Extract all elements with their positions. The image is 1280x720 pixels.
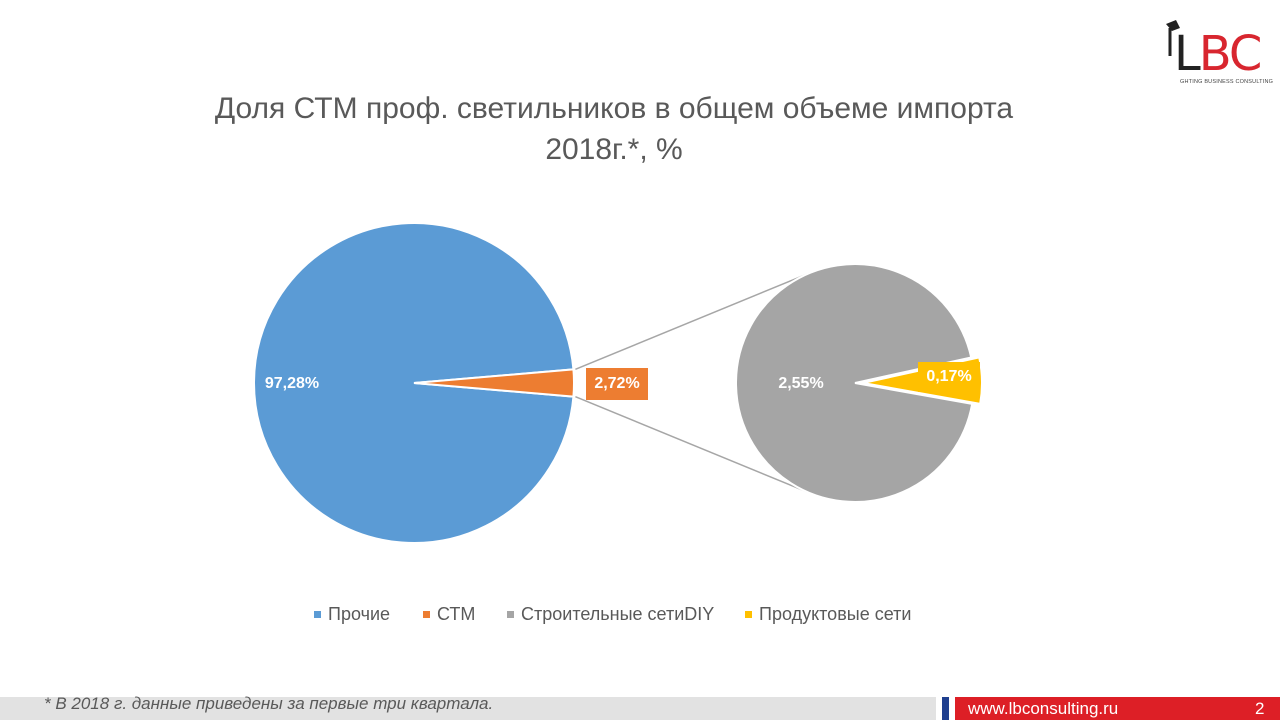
- label-prochie: 97,28%: [265, 375, 319, 392]
- website-link[interactable]: www.lbconsulting.ru: [968, 699, 1119, 718]
- logo-tagline: GHTING BUSINESS CONSULTING: [1180, 79, 1274, 85]
- connector-line-top: [575, 271, 813, 371]
- label-produktovye-seti: 0,17%: [926, 368, 971, 385]
- logo-letter-l: L: [1174, 26, 1201, 82]
- label-box-produktovye-seti: [918, 362, 980, 392]
- page-number: 2: [1255, 699, 1265, 718]
- label-box-stm: [586, 368, 648, 400]
- legend-label-2: Строительные сетиDIY: [521, 604, 714, 624]
- pie-of-pie-chart: 97,28% 2,72% 2,55% 0,17% Прочие СТМ Строительн…: [253, 222, 983, 624]
- flag-stripe-white: [936, 697, 942, 720]
- chart-title: Доля СТМ проф. светильников в общем объе…: [160, 88, 1068, 170]
- footnote: * В 2018 г. данные приведены за первые т…: [44, 694, 494, 713]
- legend-marker-1: [423, 611, 430, 618]
- logo-letters: LBC: [1174, 30, 1262, 78]
- chart-title-line-1: Доля СТМ проф. светильников в общем объе…: [214, 92, 1014, 125]
- flag-stripe-white-2: [949, 697, 955, 720]
- legend-marker-3: [745, 611, 752, 618]
- url-bar: [955, 697, 1280, 720]
- slice-prochie: [253, 222, 575, 544]
- legend-marker-2: [507, 611, 514, 618]
- slice-stroitelnye-seti-diy: [735, 263, 974, 503]
- legend-label-1: СТМ: [437, 604, 475, 624]
- slice-stm: [413, 368, 575, 398]
- legend-label-3: Продуктовые сети: [759, 604, 911, 624]
- legend-label-0: Прочие: [328, 604, 390, 624]
- lbc-logo: LBC GHTING BUSINESS CONSULTING: [1158, 18, 1273, 90]
- flag-stripe-blue: [942, 697, 949, 720]
- label-stroitelnye-seti-diy: 2,55%: [778, 375, 823, 392]
- chart-title-line-2: 2018г.*, %: [545, 133, 683, 166]
- legend-marker-0: [314, 611, 321, 618]
- label-stm: 2,72%: [594, 375, 639, 392]
- logo-letters-bc: BC: [1198, 26, 1263, 82]
- connector-line-bottom: [575, 395, 813, 495]
- desk-lamp-icon: [1166, 20, 1180, 56]
